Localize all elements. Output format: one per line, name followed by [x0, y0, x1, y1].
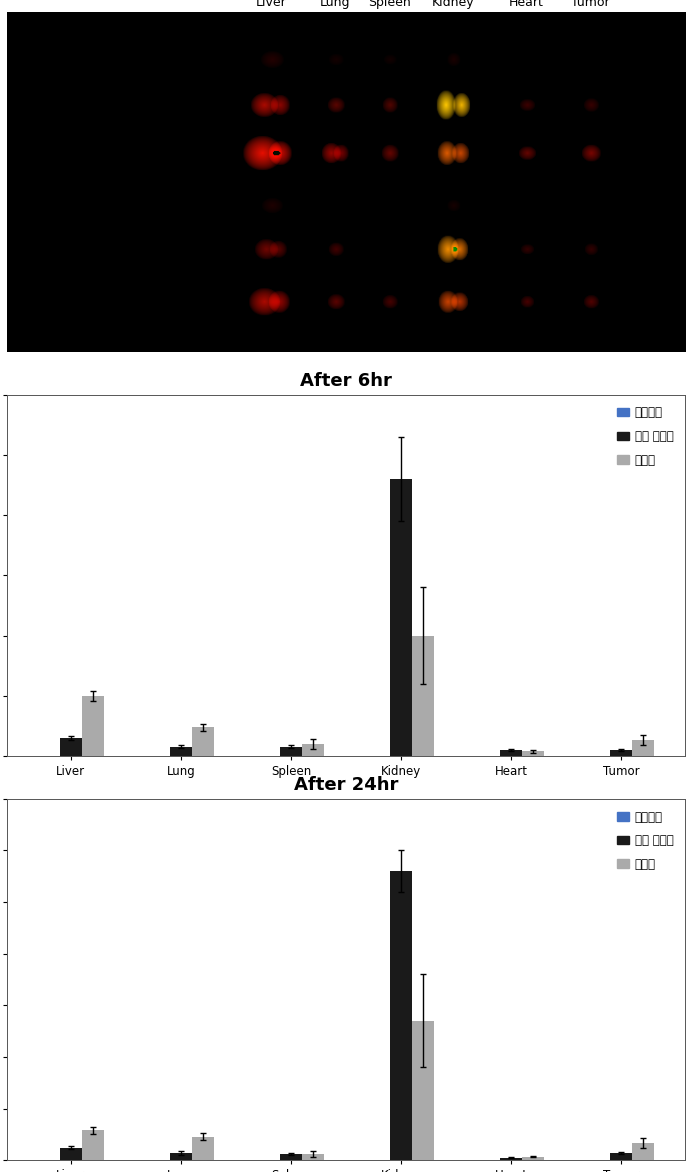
- Bar: [221, 182, 681, 336]
- Bar: [390, 479, 412, 756]
- Bar: [610, 1153, 632, 1160]
- Bar: [192, 728, 214, 756]
- Text: 무처리군: 무처리군: [191, 50, 217, 60]
- Bar: [500, 1158, 522, 1160]
- Text: 시험군
[Cy5.5]CKD-830 주: 시험군 [Cy5.5]CKD-830 주: [124, 295, 217, 316]
- Bar: [412, 1021, 434, 1160]
- Bar: [522, 751, 544, 756]
- Bar: [82, 696, 104, 756]
- Bar: [390, 871, 412, 1160]
- Bar: [82, 1130, 104, 1160]
- Text: Spleen: Spleen: [367, 0, 410, 9]
- Bar: [170, 1153, 192, 1160]
- Text: Heart: Heart: [509, 0, 544, 9]
- Bar: [632, 1143, 654, 1160]
- Bar: [302, 744, 324, 756]
- Bar: [60, 1147, 82, 1160]
- Text: 음성 대조군
[Cy5.5]CKD-830: 음성 대조군 [Cy5.5]CKD-830: [134, 238, 217, 260]
- Bar: [192, 1137, 214, 1160]
- Legend: 무처리군, 음성 대조군, 시험군: 무처리군, 음성 대조군, 시험군: [611, 401, 679, 472]
- Text: Kidney: Kidney: [432, 0, 474, 9]
- Text: 무처리군: 무처리군: [191, 196, 217, 206]
- Title: After 6hr: After 6hr: [300, 373, 392, 390]
- Bar: [412, 635, 434, 756]
- Text: 시험군
[Cy5.5]CKD-830 주: 시험군 [Cy5.5]CKD-830 주: [124, 146, 217, 169]
- Bar: [522, 1157, 544, 1160]
- Bar: [302, 1154, 324, 1160]
- Text: Liver: Liver: [256, 0, 287, 9]
- Title: After 24hr: After 24hr: [294, 776, 398, 795]
- Text: 24시간: 24시간: [24, 255, 71, 274]
- Legend: 무처리군, 음성 대조군, 시험군: 무처리군, 음성 대조군, 시험군: [611, 805, 679, 877]
- Bar: [221, 19, 681, 173]
- Bar: [280, 1154, 302, 1160]
- Bar: [610, 750, 632, 756]
- Text: Tumor: Tumor: [571, 0, 610, 9]
- Bar: [170, 747, 192, 756]
- Text: 음성 대조군
[Cy5.5]CKD-830: 음성 대조군 [Cy5.5]CKD-830: [134, 94, 217, 116]
- Text: Lung: Lung: [320, 0, 350, 9]
- Bar: [60, 738, 82, 756]
- Bar: [280, 747, 302, 756]
- Bar: [632, 740, 654, 756]
- Text: 6시간: 6시간: [24, 86, 59, 103]
- Bar: [500, 750, 522, 756]
